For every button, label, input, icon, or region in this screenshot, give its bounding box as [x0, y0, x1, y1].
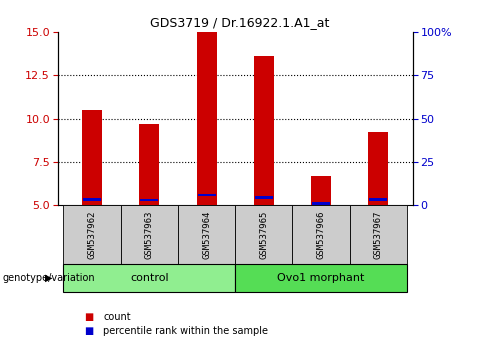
- Text: GDS3719 / Dr.16922.1.A1_at: GDS3719 / Dr.16922.1.A1_at: [150, 16, 330, 29]
- Bar: [235, 264, 407, 292]
- Bar: [255, 196, 273, 199]
- Text: GSM537964: GSM537964: [202, 210, 211, 259]
- Text: GSM537967: GSM537967: [374, 210, 383, 259]
- Bar: [140, 199, 158, 201]
- Bar: [369, 132, 388, 205]
- Bar: [235, 205, 292, 264]
- Text: GSM537965: GSM537965: [259, 210, 268, 259]
- Text: ■: ■: [84, 312, 93, 322]
- Text: GSM537963: GSM537963: [145, 210, 154, 259]
- Bar: [312, 202, 330, 205]
- Text: ▶: ▶: [45, 273, 52, 283]
- Text: GSM537966: GSM537966: [317, 210, 325, 259]
- Bar: [83, 198, 101, 201]
- Bar: [350, 205, 407, 264]
- Text: percentile rank within the sample: percentile rank within the sample: [103, 326, 268, 336]
- Text: GSM537962: GSM537962: [87, 210, 96, 259]
- Bar: [120, 205, 178, 264]
- Bar: [63, 264, 235, 292]
- Bar: [139, 124, 159, 205]
- Bar: [292, 205, 350, 264]
- Text: Ovo1 morphant: Ovo1 morphant: [277, 273, 365, 283]
- Text: count: count: [103, 312, 131, 322]
- Bar: [178, 205, 235, 264]
- Bar: [196, 32, 216, 205]
- Bar: [370, 198, 387, 201]
- Bar: [82, 110, 102, 205]
- Text: genotype/variation: genotype/variation: [2, 273, 95, 283]
- Bar: [311, 176, 331, 205]
- Bar: [63, 205, 120, 264]
- Bar: [198, 194, 216, 196]
- Text: control: control: [130, 273, 168, 283]
- Text: ■: ■: [84, 326, 93, 336]
- Bar: [254, 56, 274, 205]
